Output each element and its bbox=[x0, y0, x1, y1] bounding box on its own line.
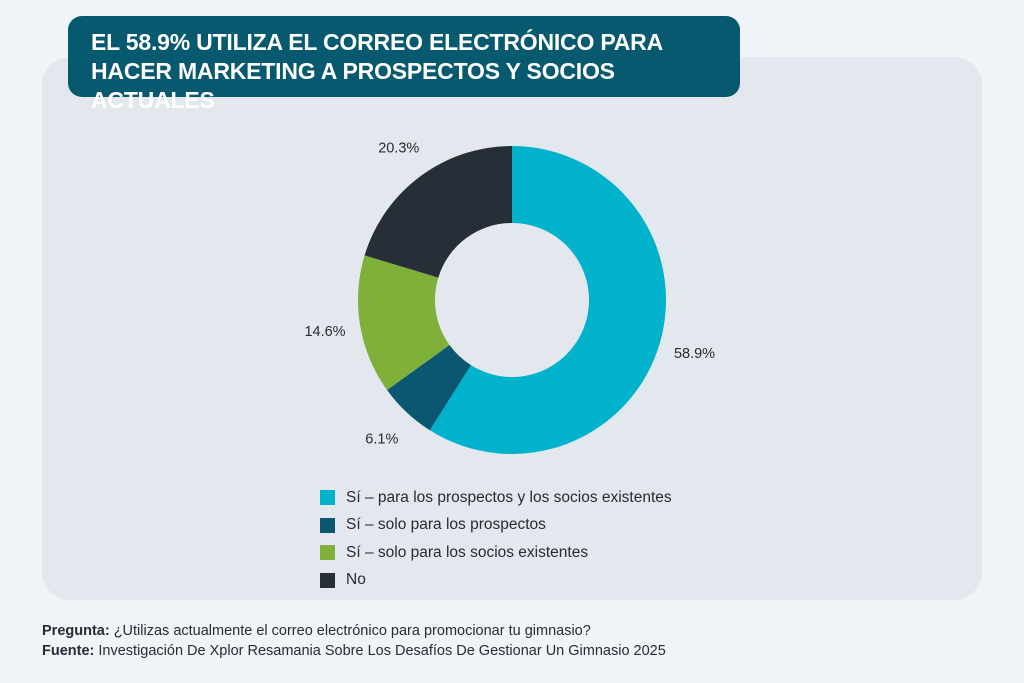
data-label: 20.3% bbox=[378, 140, 419, 156]
donut-slice bbox=[387, 345, 471, 431]
footer: Pregunta: ¿Utilizas actualmente el corre… bbox=[42, 621, 666, 661]
source-label: Fuente: bbox=[42, 643, 95, 659]
legend-label: No bbox=[346, 571, 366, 589]
legend-swatch bbox=[320, 517, 335, 533]
donut-slice bbox=[357, 255, 450, 391]
source-line: Fuente: Investigación De Xplor Resamania… bbox=[42, 641, 666, 661]
donut-slice bbox=[429, 146, 666, 454]
question-line: Pregunta: ¿Utilizas actualmente el corre… bbox=[42, 621, 666, 641]
legend-item: No bbox=[320, 567, 672, 595]
data-label: 6.1% bbox=[365, 431, 398, 447]
data-label: 14.6% bbox=[304, 324, 345, 340]
legend-label: Sí – solo para los socios existentes bbox=[346, 543, 589, 561]
legend-swatch bbox=[320, 490, 335, 506]
legend-label: Sí – para los prospectos y los socios ex… bbox=[346, 488, 672, 506]
legend-item: Sí – solo para los prospectos bbox=[320, 512, 672, 540]
donut-slice bbox=[364, 146, 512, 278]
legend: Sí – para los prospectos y los socios ex… bbox=[320, 484, 672, 594]
legend-item: Sí – solo para los socios existentes bbox=[320, 539, 672, 567]
legend-swatch bbox=[320, 545, 335, 561]
legend-item: Sí – para los prospectos y los socios ex… bbox=[320, 484, 672, 512]
data-label: 58.9% bbox=[674, 346, 715, 362]
question-text: ¿Utilizas actualmente el correo electrón… bbox=[113, 623, 591, 639]
chart-title: EL 58.9% UTILIZA EL CORREO ELECTRÓNICO P… bbox=[68, 16, 740, 113]
legend-label: Sí – solo para los prospectos bbox=[346, 516, 546, 534]
source-text: Investigación De Xplor Resamania Sobre L… bbox=[98, 643, 666, 659]
legend-swatch bbox=[320, 572, 335, 588]
question-label: Pregunta: bbox=[42, 623, 110, 639]
